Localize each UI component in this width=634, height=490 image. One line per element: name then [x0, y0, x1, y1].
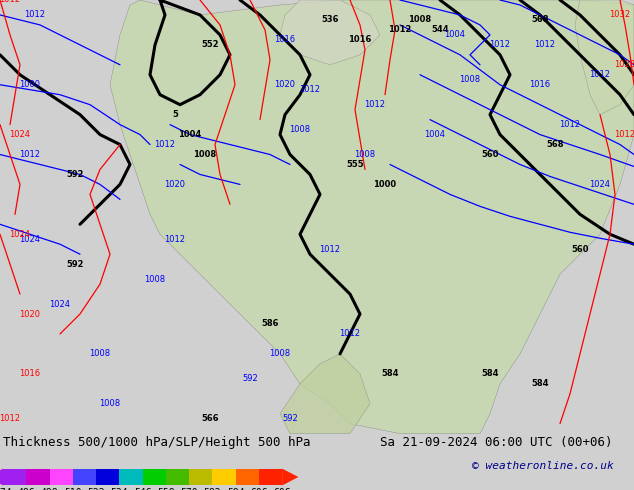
Text: 1024: 1024	[590, 180, 611, 189]
Text: 498: 498	[41, 488, 58, 490]
Text: 1032: 1032	[609, 10, 631, 20]
Text: 1008: 1008	[408, 16, 432, 24]
Text: 1012: 1012	[590, 70, 611, 79]
Text: 1004: 1004	[178, 130, 202, 139]
Text: 1008: 1008	[290, 125, 311, 134]
Text: 568: 568	[531, 16, 549, 24]
Text: 606: 606	[250, 488, 268, 490]
Polygon shape	[0, 468, 3, 486]
Text: 486: 486	[18, 488, 36, 490]
Text: 592: 592	[242, 374, 258, 383]
Text: 1012: 1012	[155, 140, 176, 149]
Text: 558: 558	[157, 488, 175, 490]
Text: 1024: 1024	[10, 130, 30, 139]
Polygon shape	[575, 0, 634, 115]
Bar	[212, 468, 236, 486]
Text: 536: 536	[321, 16, 339, 24]
Text: 1016: 1016	[275, 35, 295, 45]
Text: 1020: 1020	[275, 80, 295, 89]
Text: 560: 560	[571, 245, 589, 254]
Polygon shape	[280, 0, 380, 65]
Bar	[49, 468, 73, 486]
Bar	[27, 468, 49, 486]
Bar	[73, 468, 96, 486]
Text: 1008: 1008	[100, 399, 120, 408]
Bar	[3, 468, 27, 486]
Bar	[119, 468, 143, 486]
Bar	[143, 468, 166, 486]
Text: Thickness 500/1000 hPa/SLP/Height 500 hPa: Thickness 500/1000 hPa/SLP/Height 500 hP…	[3, 437, 311, 449]
Text: 584: 584	[481, 369, 499, 378]
Text: 1012: 1012	[388, 25, 411, 34]
Text: 534: 534	[110, 488, 128, 490]
Polygon shape	[280, 354, 370, 434]
Text: 1016: 1016	[348, 35, 372, 45]
Bar	[189, 468, 212, 486]
Text: 1000: 1000	[20, 80, 41, 89]
Text: 1012: 1012	[614, 130, 634, 139]
Text: 522: 522	[87, 488, 105, 490]
Text: 1008: 1008	[89, 349, 110, 358]
Text: 474: 474	[0, 488, 12, 490]
Text: 1012: 1012	[0, 414, 20, 423]
Text: 5: 5	[172, 110, 178, 119]
Text: 1012: 1012	[20, 150, 41, 159]
Bar	[259, 468, 282, 486]
Text: 552: 552	[201, 40, 219, 49]
Text: 1012: 1012	[534, 40, 555, 49]
Text: 1028: 1028	[614, 60, 634, 69]
Text: 606: 606	[273, 488, 291, 490]
Text: 510: 510	[64, 488, 82, 490]
Text: 566: 566	[201, 414, 219, 423]
Polygon shape	[282, 468, 299, 486]
Text: © weatheronline.co.uk: © weatheronline.co.uk	[472, 461, 614, 471]
Text: 1012: 1012	[299, 85, 321, 94]
Text: 584: 584	[531, 379, 549, 388]
Text: 1016: 1016	[20, 369, 41, 378]
Bar	[96, 468, 119, 486]
Text: 1012: 1012	[559, 120, 581, 129]
Text: 1004: 1004	[444, 30, 465, 39]
Text: 1020: 1020	[164, 180, 186, 189]
Text: 1012: 1012	[489, 40, 510, 49]
Text: 1024: 1024	[20, 235, 41, 244]
Text: 1012: 1012	[365, 100, 385, 109]
Polygon shape	[110, 0, 634, 434]
Text: 594: 594	[227, 488, 245, 490]
Text: 1008: 1008	[193, 150, 217, 159]
Text: Sa 21-09-2024 06:00 UTC (00+06): Sa 21-09-2024 06:00 UTC (00+06)	[380, 437, 613, 449]
Text: 544: 544	[431, 25, 449, 34]
Text: 584: 584	[381, 369, 399, 378]
Text: 1024: 1024	[49, 299, 70, 309]
Text: 592: 592	[66, 260, 84, 269]
Text: 1024: 1024	[10, 230, 30, 239]
Text: 592: 592	[282, 414, 298, 423]
Text: 582: 582	[204, 488, 221, 490]
Text: 1012: 1012	[164, 235, 186, 244]
Text: 1012: 1012	[339, 329, 361, 339]
Text: 1012: 1012	[25, 10, 46, 20]
Text: 586: 586	[261, 319, 279, 328]
Text: 1012: 1012	[320, 245, 340, 254]
Text: 1016: 1016	[529, 80, 550, 89]
Text: 1020: 1020	[20, 310, 41, 318]
Text: 1008: 1008	[269, 349, 290, 358]
Text: 592: 592	[66, 170, 84, 179]
Text: 555: 555	[346, 160, 364, 169]
Text: 1012: 1012	[0, 0, 20, 4]
Text: 570: 570	[180, 488, 198, 490]
Bar	[166, 468, 189, 486]
Text: 1000: 1000	[373, 180, 396, 189]
Bar	[236, 468, 259, 486]
Text: 560: 560	[481, 150, 499, 159]
Text: 1008: 1008	[145, 274, 165, 284]
Text: 1004: 1004	[425, 130, 446, 139]
Text: 1008: 1008	[460, 75, 481, 84]
Text: 568: 568	[547, 140, 564, 149]
Text: 1008: 1008	[354, 150, 375, 159]
Text: 546: 546	[134, 488, 152, 490]
